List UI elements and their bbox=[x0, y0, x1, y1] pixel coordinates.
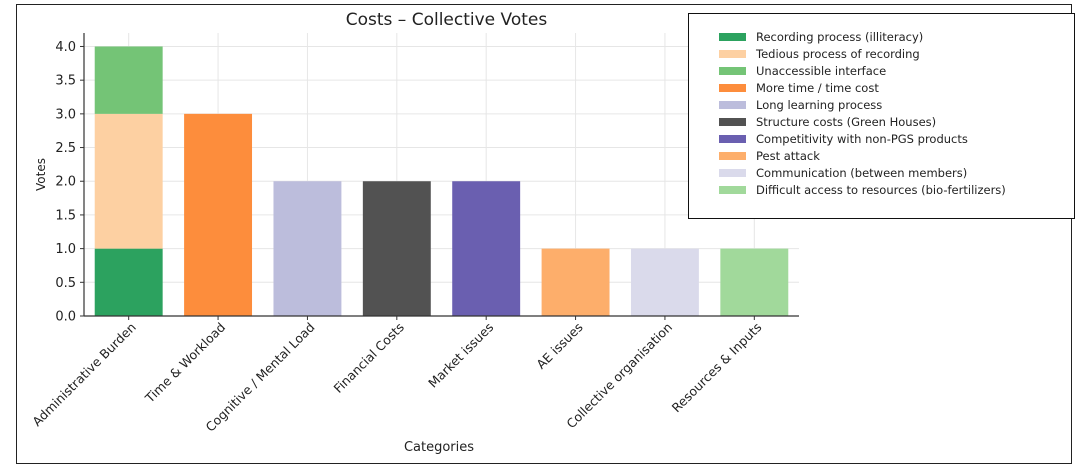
x-tick-label: Market issues bbox=[425, 320, 496, 391]
legend-label: More time / time cost bbox=[756, 80, 879, 95]
x-tick-label: Financial Costs bbox=[331, 320, 407, 396]
bar-segment bbox=[184, 113, 253, 316]
legend-item: Unaccessible interface bbox=[719, 62, 886, 79]
x-tick-label: AE issues bbox=[533, 320, 585, 372]
y-tick-label: 3.5 bbox=[55, 74, 76, 89]
legend-label: Recording process (illiteracy) bbox=[756, 29, 924, 44]
bar-segment bbox=[94, 113, 163, 249]
y-tick-label: 1.0 bbox=[55, 242, 76, 257]
x-tick-label: Collective organisation bbox=[563, 320, 675, 432]
legend-item: Difficult access to resources (bio-ferti… bbox=[719, 182, 1006, 199]
bar-segment bbox=[630, 248, 699, 316]
legend-swatch bbox=[719, 100, 746, 109]
legend-item: Competitivity with non-PGS products bbox=[719, 131, 968, 148]
legend-swatch bbox=[719, 186, 746, 195]
chart-svg: 0.0 0.5 1.0 1.5 2.0 2.5 3.0 3.5 4.0 Administrativ… bbox=[29, 10, 799, 455]
legend: Recording process (illiteracy) Tedious pr… bbox=[688, 13, 1075, 219]
legend-label: Structure costs (Green Houses) bbox=[756, 115, 937, 129]
y-axis-label: Votes bbox=[34, 158, 48, 191]
bar-segment bbox=[452, 181, 521, 316]
chart-title: Costs – Collective Votes bbox=[346, 10, 548, 30]
x-axis-label: Categories bbox=[404, 440, 474, 455]
legend-swatch bbox=[719, 49, 746, 58]
legend-swatch bbox=[719, 169, 746, 178]
legend-label: Pest attack bbox=[756, 149, 820, 164]
legend-label: Competitivity with non-PGS products bbox=[756, 132, 968, 147]
legend-item: Structure costs (Green Houses) bbox=[719, 114, 936, 131]
x-tick-label: Administrative Burden bbox=[29, 320, 139, 430]
legend-label: Difficult access to resources (bio-ferti… bbox=[756, 183, 1006, 198]
legend-swatch bbox=[719, 135, 746, 144]
y-tick-label: 0.5 bbox=[55, 276, 76, 291]
bar-segment bbox=[362, 181, 431, 316]
bar-segment bbox=[94, 248, 163, 316]
y-tick-label: 0.0 bbox=[55, 310, 76, 325]
legend-item: Pest attack bbox=[719, 148, 820, 165]
legend-label: Long learning process bbox=[756, 97, 883, 112]
bar-segment bbox=[273, 181, 342, 316]
y-tick-label: 3.0 bbox=[55, 107, 76, 122]
legend-label: Communication (between members) bbox=[756, 166, 968, 181]
legend-label: Tedious process of recording bbox=[756, 46, 920, 61]
legend-swatch bbox=[719, 66, 746, 75]
legend-swatch bbox=[719, 83, 746, 92]
legend-item: More time / time cost bbox=[719, 79, 879, 96]
legend-swatch bbox=[719, 32, 746, 41]
y-tick-label: 2.0 bbox=[55, 175, 76, 190]
x-tick-label: Resources & Inputs bbox=[669, 320, 765, 416]
legend-label: Unaccessible interface bbox=[756, 63, 887, 78]
chart-figure: 0.0 0.5 1.0 1.5 2.0 2.5 3.0 3.5 4.0 Administrativ… bbox=[16, 4, 1075, 464]
y-tick-label: 2.5 bbox=[55, 141, 76, 156]
legend-item: Communication (between members) bbox=[719, 165, 967, 182]
y-tick-label: 1.5 bbox=[55, 208, 76, 223]
bar-segment bbox=[541, 248, 610, 316]
legend-swatch bbox=[719, 152, 746, 161]
y-tick-label: 4.0 bbox=[55, 40, 76, 55]
bar-segment bbox=[720, 248, 789, 316]
bar-segment bbox=[94, 46, 163, 114]
legend-item: Long learning process bbox=[719, 96, 882, 113]
legend-swatch bbox=[719, 118, 746, 126]
legend-item: Tedious process of recording bbox=[719, 45, 920, 62]
x-tick-label: Time & Workload bbox=[141, 320, 228, 407]
legend-item: Recording process (illiteracy) bbox=[719, 28, 923, 45]
